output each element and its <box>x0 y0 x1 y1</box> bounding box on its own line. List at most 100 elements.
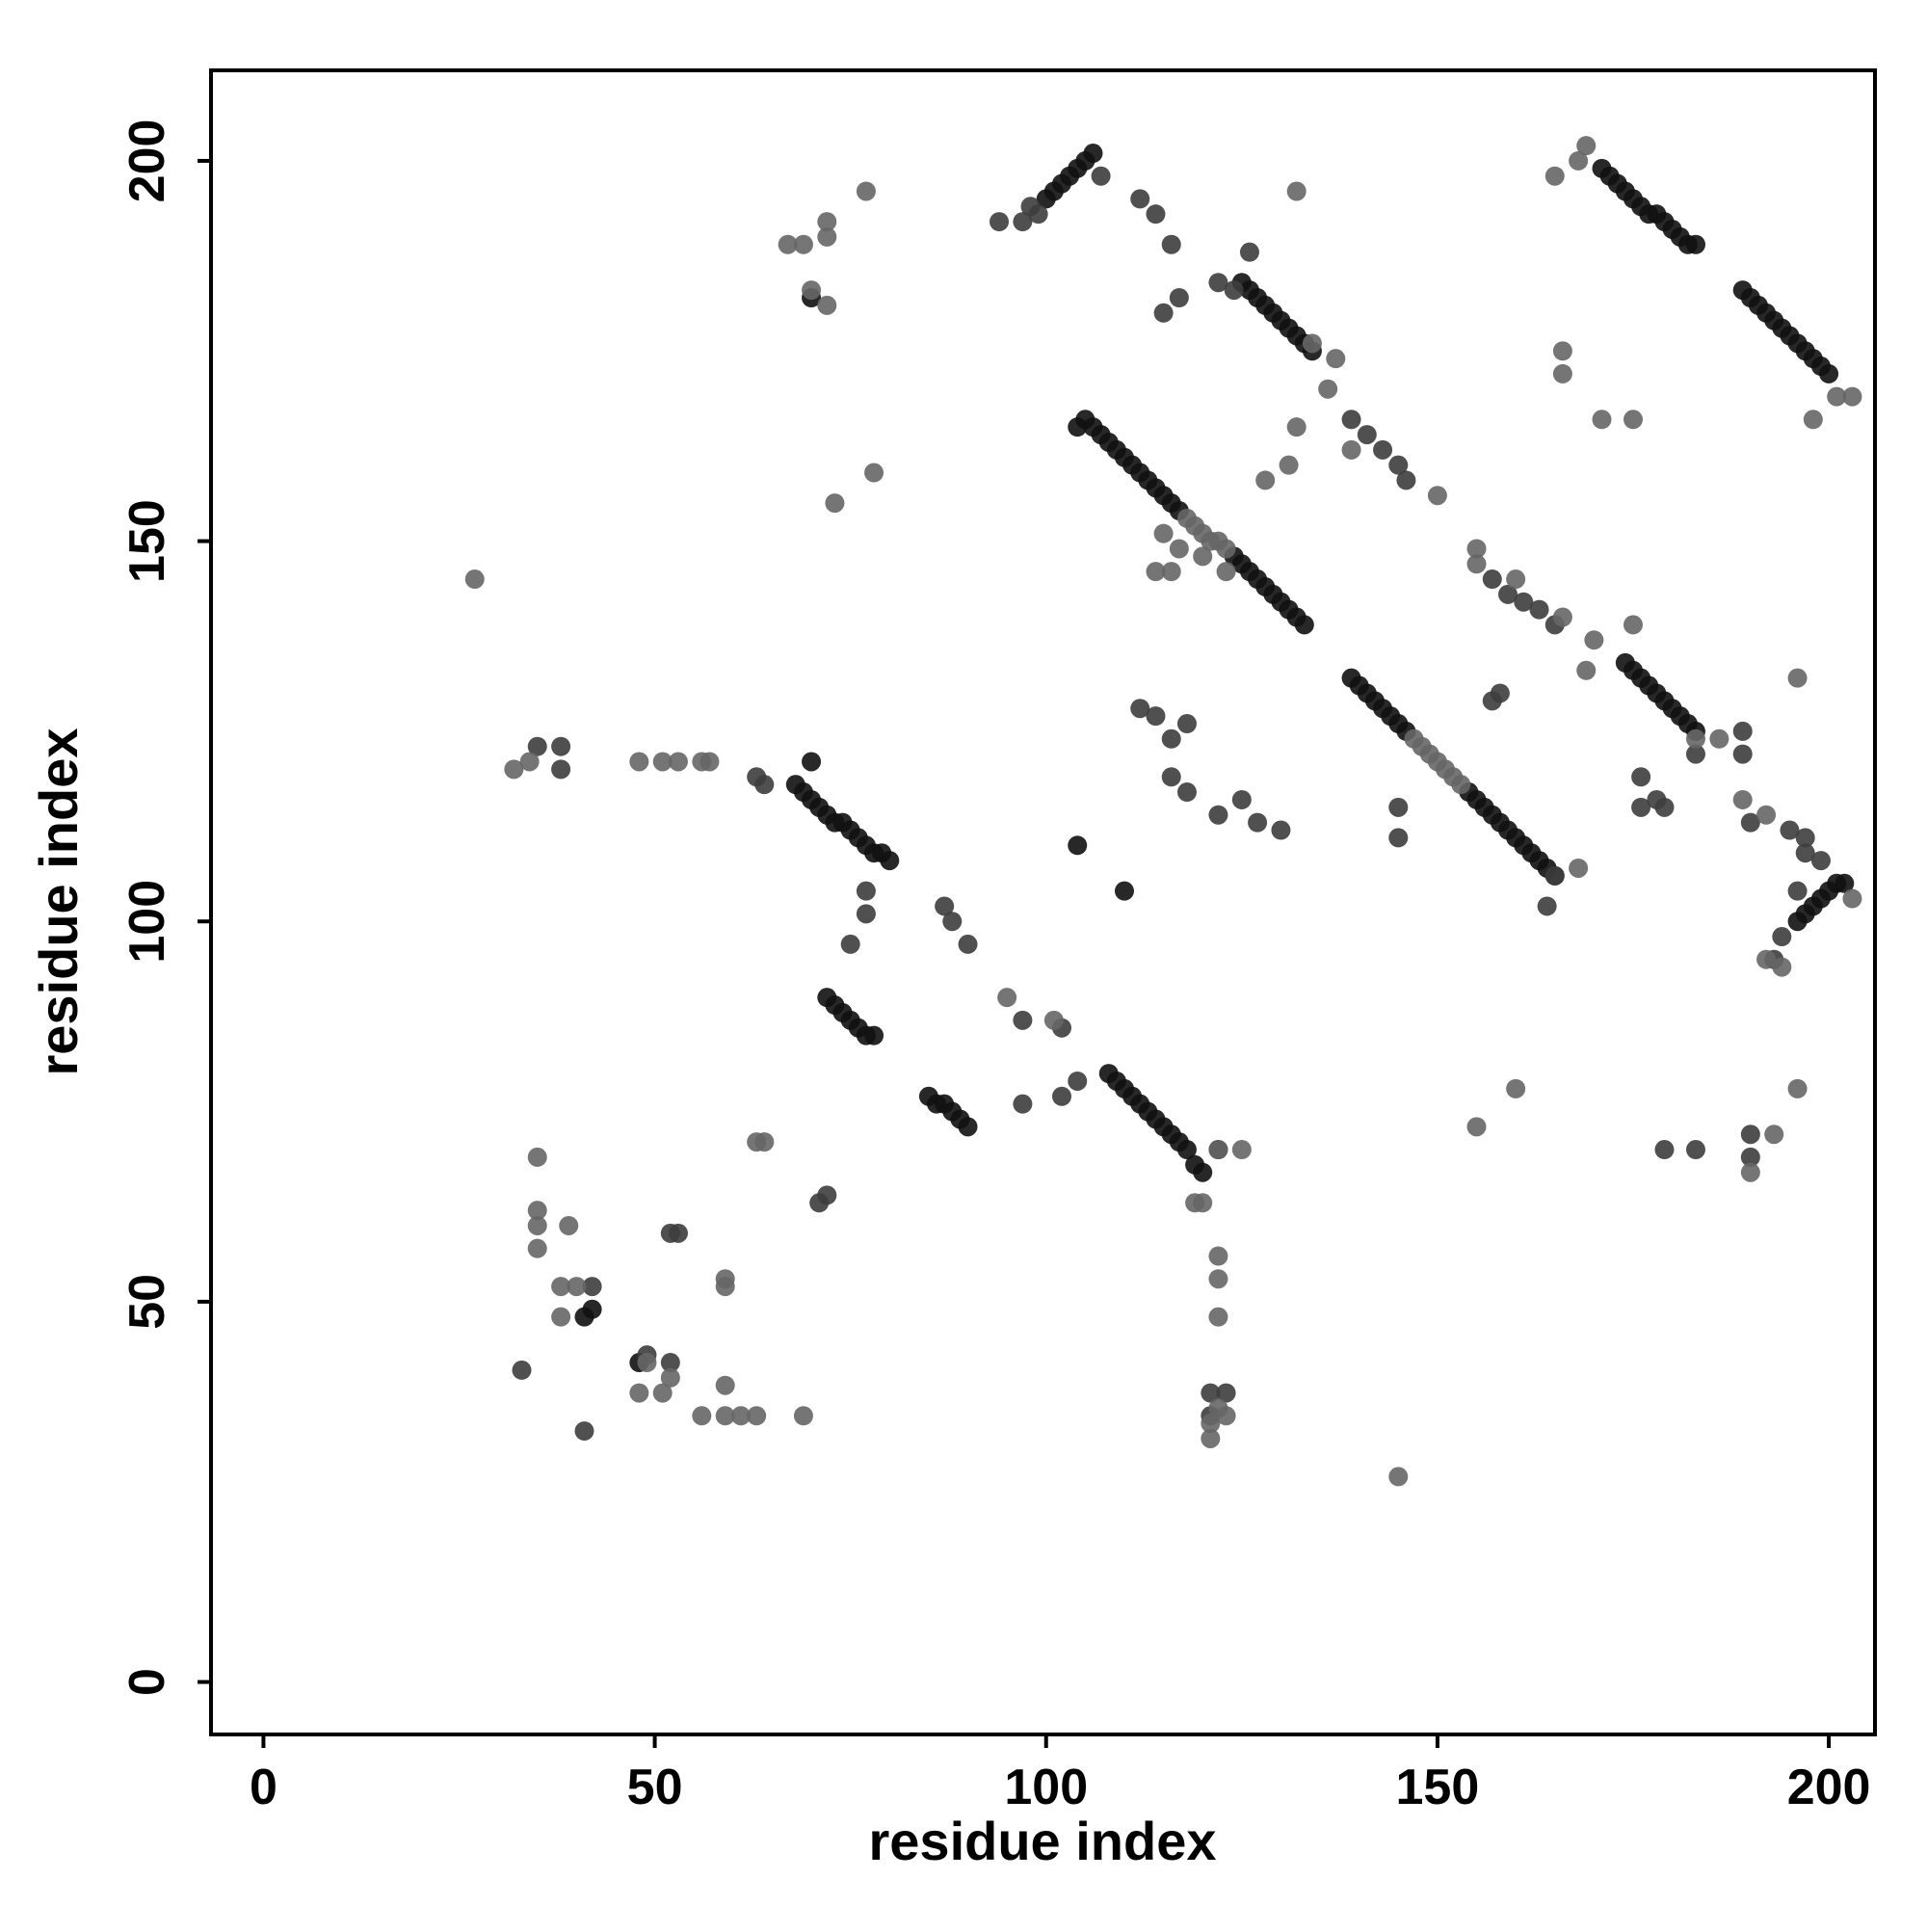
point <box>793 1406 813 1426</box>
point <box>1740 1125 1760 1145</box>
point <box>1271 820 1291 840</box>
y-tick-label: 150 <box>119 499 175 583</box>
point <box>1506 569 1526 590</box>
point <box>637 1353 657 1373</box>
point <box>668 1223 688 1243</box>
point <box>1146 562 1166 582</box>
point <box>715 1406 735 1426</box>
point <box>1068 1071 1088 1091</box>
point <box>1732 721 1753 741</box>
point <box>1623 410 1643 430</box>
plot-frame <box>209 68 1877 1736</box>
point <box>958 934 978 954</box>
point <box>1740 812 1760 833</box>
point <box>1161 562 1181 582</box>
point <box>1803 410 1823 430</box>
point <box>1161 767 1181 787</box>
point <box>754 1132 775 1152</box>
point <box>1051 1086 1071 1106</box>
point <box>1169 539 1189 559</box>
x-tick-label: 150 <box>1396 1760 1480 1815</box>
point <box>1302 333 1322 354</box>
point <box>1466 1117 1487 1137</box>
point <box>1772 927 1792 947</box>
point <box>1341 410 1361 430</box>
point <box>527 1238 547 1258</box>
point <box>1013 212 1033 232</box>
point <box>1827 386 1847 407</box>
x-axis-title: residue index <box>868 1811 1216 1871</box>
point <box>1279 455 1299 475</box>
point <box>1552 363 1572 384</box>
point <box>527 1201 547 1221</box>
point <box>629 752 649 772</box>
point <box>1193 546 1213 567</box>
point <box>1842 386 1862 407</box>
point <box>1396 470 1416 490</box>
point <box>1569 858 1589 878</box>
point <box>574 1421 594 1442</box>
point <box>527 1147 547 1167</box>
point <box>504 759 524 780</box>
point <box>817 295 837 315</box>
point <box>1482 691 1502 711</box>
point <box>1576 136 1597 156</box>
point <box>1740 1147 1760 1167</box>
point <box>1388 455 1409 475</box>
point <box>778 234 798 254</box>
point <box>1388 828 1409 848</box>
x-tick-label: 0 <box>250 1760 277 1815</box>
point <box>660 1353 680 1373</box>
point <box>1514 592 1534 612</box>
point <box>1787 881 1808 901</box>
point <box>551 1307 571 1327</box>
point <box>747 1406 767 1426</box>
point <box>1161 234 1181 254</box>
point <box>1529 599 1549 620</box>
point <box>629 1383 649 1403</box>
point <box>1208 1307 1228 1327</box>
point <box>1780 820 1800 840</box>
point <box>1153 523 1174 543</box>
point <box>1685 744 1705 764</box>
point <box>856 904 876 924</box>
point <box>1013 1094 1033 1114</box>
point <box>1732 789 1753 809</box>
point <box>567 1277 587 1297</box>
y-axis-title: residue index <box>28 728 89 1075</box>
point <box>652 1383 673 1403</box>
point <box>958 1117 978 1137</box>
point <box>817 212 837 232</box>
point <box>1842 888 1862 909</box>
point <box>1654 1140 1675 1160</box>
point <box>1685 234 1705 254</box>
point <box>1208 1140 1228 1160</box>
point <box>559 1215 579 1235</box>
point <box>1255 470 1276 490</box>
point <box>1130 189 1150 209</box>
point <box>1772 957 1792 977</box>
point <box>1569 150 1589 171</box>
point <box>551 759 571 780</box>
point <box>1208 273 1228 293</box>
point <box>1201 1428 1221 1448</box>
point <box>1013 1010 1033 1030</box>
point <box>1740 1162 1760 1182</box>
point <box>1552 341 1572 361</box>
point <box>1506 1078 1526 1098</box>
point <box>1248 812 1268 833</box>
point <box>856 881 876 901</box>
point <box>990 212 1010 232</box>
point <box>582 1277 602 1297</box>
point <box>512 1360 532 1380</box>
point <box>1623 615 1643 635</box>
point <box>754 775 775 795</box>
point <box>1498 584 1518 604</box>
point <box>1373 439 1393 460</box>
point <box>1176 782 1197 803</box>
point <box>519 752 540 772</box>
y-tick-label: 200 <box>119 119 175 203</box>
point <box>1576 660 1597 680</box>
point <box>1201 1383 1221 1403</box>
